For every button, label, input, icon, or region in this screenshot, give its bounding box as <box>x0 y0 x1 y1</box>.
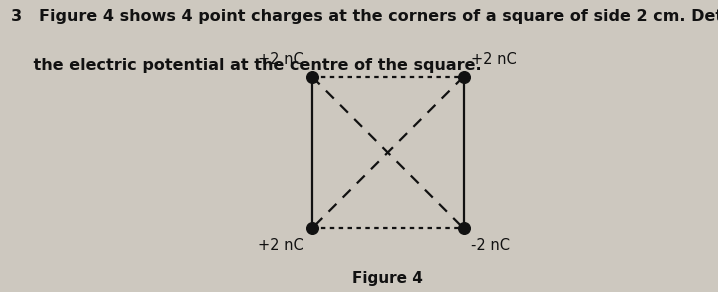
Point <box>458 226 470 231</box>
Text: 3   Figure 4 shows 4 point charges at the corners of a square of side 2 cm. Dete: 3 Figure 4 shows 4 point charges at the … <box>11 9 718 24</box>
Point <box>458 74 470 79</box>
Text: +2 nC: +2 nC <box>258 52 304 67</box>
Point <box>306 226 317 231</box>
Text: -2 nC: -2 nC <box>471 238 510 253</box>
Text: +2 nC: +2 nC <box>258 238 304 253</box>
Text: +2 nC: +2 nC <box>471 52 517 67</box>
Text: the electric potential at the centre of the square.: the electric potential at the centre of … <box>11 58 481 73</box>
Point <box>306 74 317 79</box>
Text: Figure 4: Figure 4 <box>353 271 423 286</box>
